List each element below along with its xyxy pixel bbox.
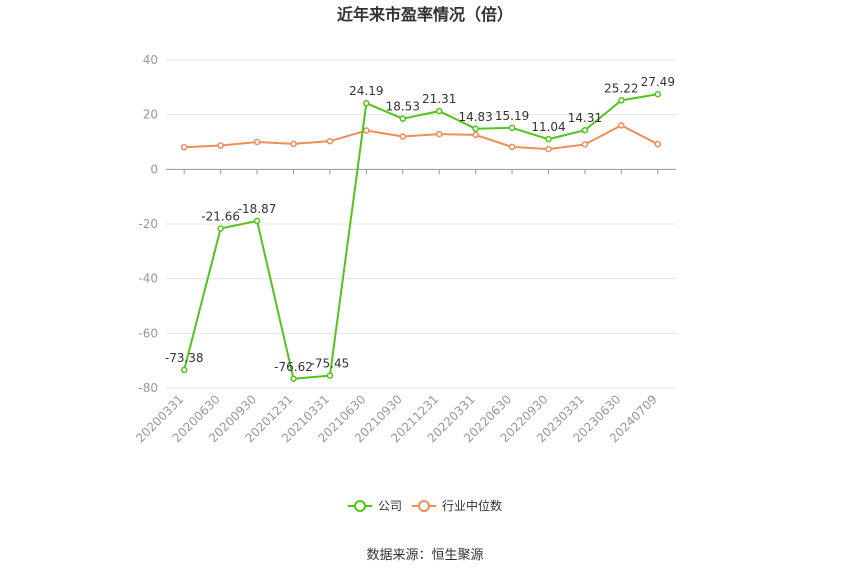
data-point — [399, 133, 407, 140]
data-point — [508, 143, 516, 151]
data-label: 14.83 — [458, 110, 492, 124]
legend-marker-dot — [354, 500, 366, 512]
data-point — [581, 126, 589, 134]
data-point — [472, 131, 479, 139]
data-point — [326, 137, 334, 145]
series-line — [183, 93, 658, 380]
data-label: 14.31 — [568, 111, 602, 125]
data-label: 27.49 — [641, 75, 675, 89]
data-point — [253, 138, 261, 146]
y-tick-label: -80 — [138, 381, 158, 395]
data-point — [618, 122, 625, 129]
data-point — [399, 115, 407, 122]
data-point — [290, 375, 297, 383]
data-point — [508, 124, 516, 132]
data-point — [363, 99, 370, 107]
data-point — [618, 97, 625, 104]
y-tick-label: -40 — [138, 272, 158, 286]
data-point — [654, 140, 662, 148]
y-tick-label: -20 — [138, 217, 158, 231]
chart-title: 近年来市盈率情况（倍） — [337, 5, 513, 24]
y-tick-label: 40 — [143, 53, 158, 67]
data-labels: -73.38 -21.66-18.87 -76.62-75.45 24.1918.53… — [165, 75, 675, 374]
legend-label: 公司 — [378, 499, 402, 513]
y-tick-label: 20 — [143, 108, 158, 122]
source-note: 数据来源：恒生聚源 — [366, 548, 483, 563]
y-tick-label: 0 — [150, 162, 158, 176]
series-lines — [180, 90, 662, 383]
legend-label: 行业中位数 — [442, 498, 502, 513]
grid-lines — [166, 59, 676, 389]
data-label: 21.31 — [422, 92, 456, 106]
legend[interactable]: 公司 行业中位数 — [348, 498, 502, 513]
data-label: -21.66 — [201, 210, 240, 224]
data-label: 25.22 — [604, 81, 638, 95]
data-point — [326, 372, 334, 379]
data-point — [545, 145, 552, 153]
y-tick-label: -60 — [138, 326, 158, 340]
data-label: 15.19 — [495, 109, 529, 123]
data-point — [253, 217, 261, 225]
data-point — [435, 107, 443, 115]
series-line — [184, 124, 659, 151]
data-label: 11.04 — [531, 120, 565, 134]
data-point — [435, 130, 443, 138]
legend-item[interactable]: 公司 — [348, 499, 402, 513]
data-point — [545, 135, 552, 143]
data-label: -18.87 — [238, 202, 277, 216]
data-label: 24.19 — [349, 84, 383, 98]
data-point — [472, 125, 479, 133]
legend-item[interactable]: 行业中位数 — [412, 498, 502, 513]
data-label: -73.38 — [165, 351, 204, 365]
data-point — [654, 90, 662, 98]
data-label: -76.62 — [274, 360, 313, 374]
data-point — [217, 225, 224, 232]
data-point — [180, 366, 188, 374]
data-point — [363, 127, 370, 134]
data-label: 18.53 — [386, 100, 420, 114]
data-point — [290, 140, 297, 148]
y-axis: 40 20 0 -20 -40 -60 -80 — [138, 53, 158, 395]
legend-marker-dot — [418, 500, 430, 512]
data-point — [180, 143, 188, 151]
data-point — [581, 141, 589, 148]
data-point — [217, 142, 224, 149]
data-label: -75.45 — [311, 357, 350, 371]
